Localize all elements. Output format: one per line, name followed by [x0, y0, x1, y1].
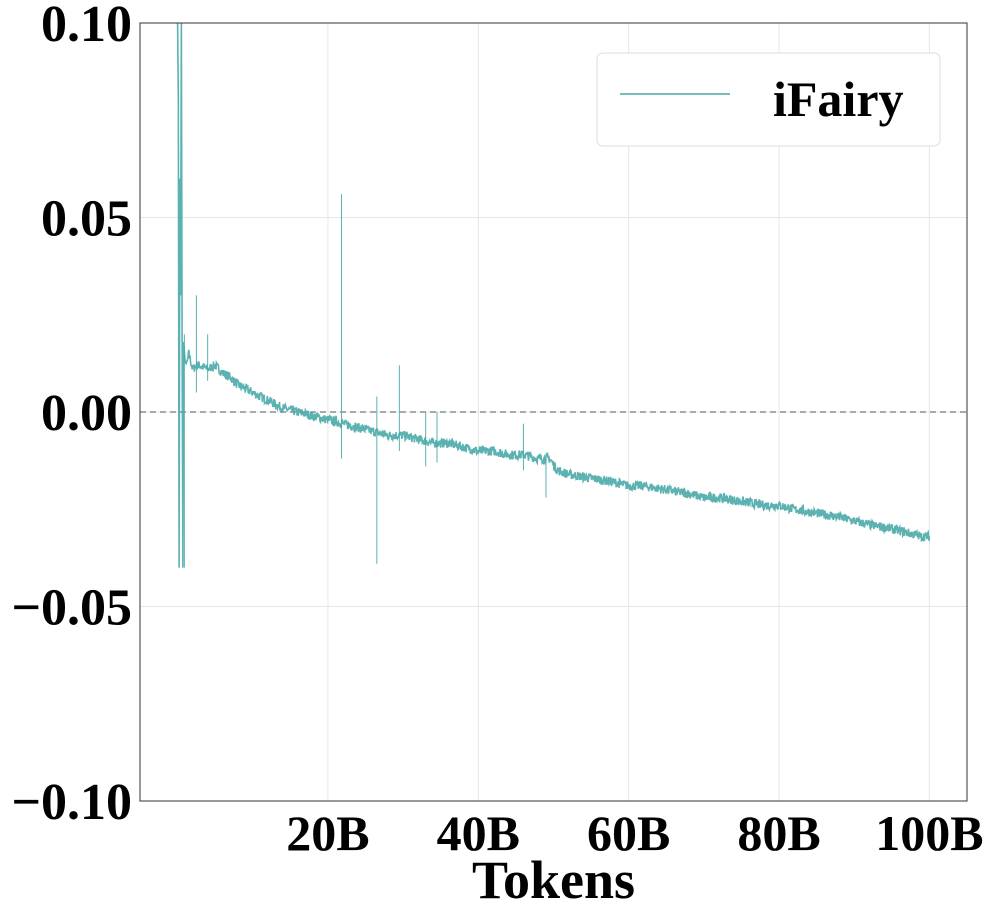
y-tick-label: 0.00 — [41, 385, 132, 442]
y-tick-label: −0.10 — [11, 774, 132, 831]
legend-label-ifairy: iFairy — [773, 71, 904, 127]
y-tick-labels: 0.10 0.05 0.00 −0.05 −0.10 — [11, 0, 132, 831]
x-tick-label: 100B — [875, 805, 983, 861]
legend: iFairy — [596, 52, 941, 147]
x-tick-label: 40B — [437, 805, 520, 861]
y-tick-label: 0.05 — [41, 191, 132, 248]
series-line-ifairy — [176, 22, 931, 568]
x-tick-label: 80B — [737, 805, 820, 861]
x-axis-title: Tokens — [472, 850, 635, 910]
y-tick-label: 0.10 — [41, 0, 132, 53]
series-layer — [176, 22, 931, 568]
legend-box — [596, 52, 941, 147]
x-tick-label: 60B — [587, 805, 670, 861]
y-tick-label: −0.05 — [11, 580, 132, 637]
plot-frame — [139, 22, 968, 802]
x-tick-label: 20B — [286, 805, 369, 861]
x-tick-labels: 20B 40B 60B 80B 100B — [286, 805, 983, 861]
